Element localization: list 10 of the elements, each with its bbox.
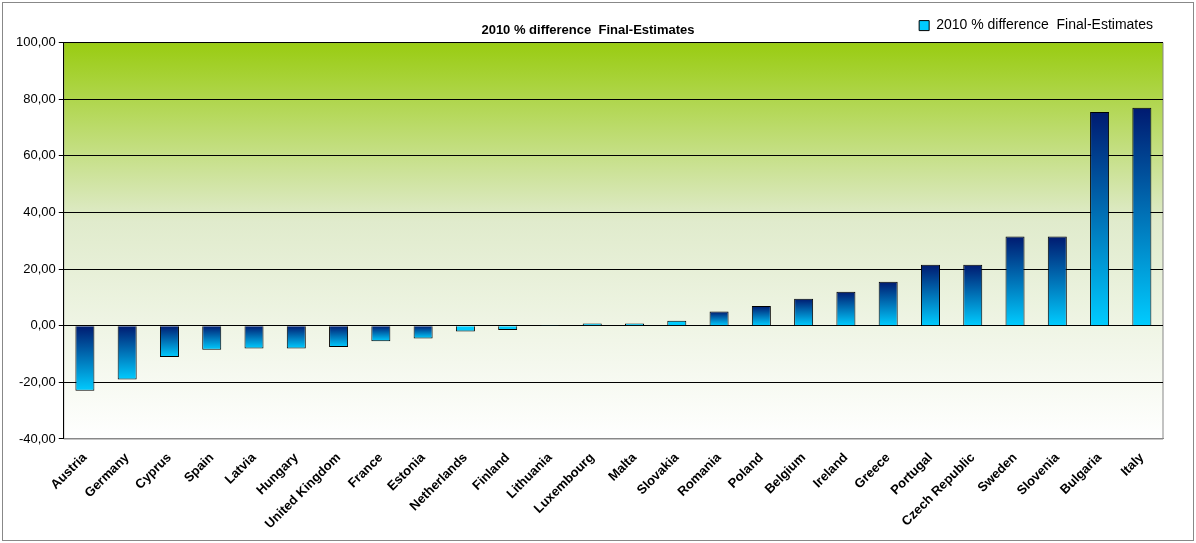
y-tick-label: 20,00 [23, 260, 56, 276]
y-tick-label: -40,00 [18, 430, 56, 446]
chart-title: 2010 % difference Final-Estimates [481, 22, 695, 38]
legend-label: 2010 % difference Final-Estimates [936, 16, 1154, 33]
y-tick-label: 40,00 [23, 204, 56, 220]
y-tick-label: -20,00 [18, 373, 56, 389]
y-tick-label: 80,00 [23, 90, 56, 106]
y-tick-label: 60,00 [23, 147, 56, 163]
y-tick-label: 0,00 [30, 317, 56, 333]
y-tick-label: 100,00 [16, 34, 56, 50]
